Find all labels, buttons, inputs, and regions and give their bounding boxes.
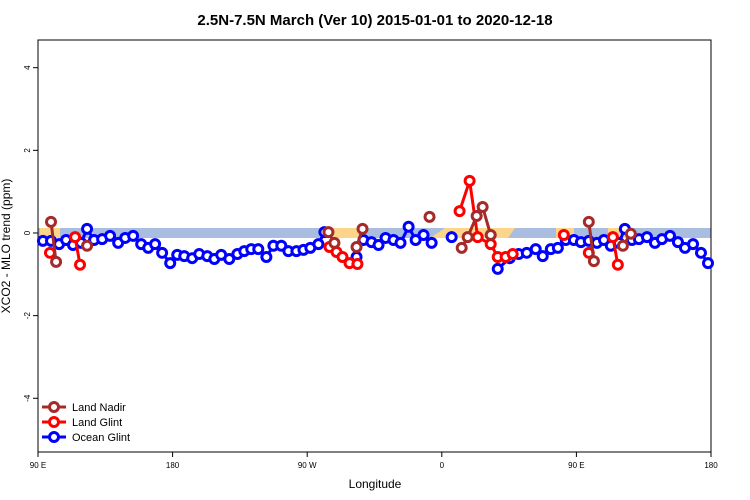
- legend-marker: [48, 416, 60, 428]
- series: [43, 174, 624, 271]
- legend-marker: [48, 431, 60, 443]
- data-point: [409, 234, 422, 247]
- data-point: [455, 241, 468, 254]
- data-point: [664, 229, 677, 242]
- data-point: [453, 205, 466, 218]
- x-tick-label: 90 W: [298, 461, 317, 470]
- y-tick-label: 4: [23, 65, 32, 70]
- data-point: [69, 231, 82, 244]
- data-point: [606, 231, 619, 244]
- data-point: [551, 241, 564, 254]
- data-point: [50, 255, 63, 268]
- data-point: [312, 238, 325, 251]
- data-point: [402, 220, 415, 233]
- data-point: [687, 238, 700, 251]
- legend-marker: [48, 401, 60, 413]
- series: [45, 200, 637, 268]
- data-point: [149, 238, 162, 251]
- y-tick-label: 0: [23, 230, 32, 235]
- data-point: [45, 215, 58, 228]
- data-point: [156, 246, 169, 259]
- y-tick-label: -4: [23, 394, 32, 402]
- data-point: [417, 229, 430, 242]
- data-point: [616, 239, 629, 252]
- x-tick-label: 180: [166, 461, 180, 470]
- x-tick-label: 90 E: [568, 461, 584, 470]
- y-axis-title: XCO2 - MLO trend (ppm): [0, 179, 13, 314]
- x-tick-label: 0: [440, 461, 445, 470]
- chart-title: 2.5N-7.5N March (Ver 10) 2015-01-01 to 2…: [197, 12, 552, 29]
- data-point: [640, 231, 653, 244]
- data-point: [536, 250, 549, 263]
- data-point: [587, 255, 600, 268]
- band: [38, 228, 711, 238]
- data-point: [74, 258, 87, 271]
- data-point: [694, 246, 707, 259]
- x-tick-label: 180: [704, 461, 718, 470]
- band-patch: [608, 228, 632, 238]
- data-point: [461, 231, 474, 244]
- data-point: [356, 222, 369, 235]
- legend-label: Land Nadir: [72, 402, 126, 414]
- data-point: [484, 229, 497, 242]
- y-tick-label: 2: [23, 148, 32, 153]
- data-point: [104, 229, 117, 242]
- data-point: [164, 257, 177, 270]
- data-point: [328, 236, 341, 249]
- data-point: [529, 243, 542, 256]
- plot-frame: [37, 39, 712, 453]
- legend-label: Land Glint: [72, 417, 122, 429]
- data-point: [223, 253, 236, 266]
- data-point: [252, 243, 265, 256]
- data-point: [425, 236, 438, 249]
- y-tick-label: -2: [23, 312, 32, 320]
- legend-label: Ocean Glint: [72, 432, 130, 444]
- data-point: [81, 222, 94, 235]
- data-point: [582, 215, 595, 228]
- data-point: [702, 257, 715, 270]
- band-patch: [326, 228, 360, 238]
- data-point: [260, 250, 273, 263]
- data-point: [81, 239, 94, 252]
- data-point: [127, 229, 140, 242]
- data-point: [557, 229, 570, 242]
- data-point: [471, 231, 484, 244]
- data-point: [445, 231, 458, 244]
- data-point: [351, 257, 364, 270]
- band-patch: [40, 228, 60, 238]
- data-point: [350, 241, 363, 254]
- series-line: [587, 221, 596, 262]
- data-point: [470, 210, 483, 223]
- data-point: [394, 236, 407, 249]
- data-point: [423, 210, 436, 223]
- data-point: [506, 248, 519, 261]
- x-tick-label: 90 E: [30, 461, 46, 470]
- data-point: [372, 238, 385, 251]
- data-point: [624, 227, 637, 240]
- data-point: [476, 200, 489, 213]
- data-point: [322, 226, 335, 239]
- series-line: [49, 221, 58, 263]
- data-point: [463, 174, 476, 187]
- data-point: [336, 250, 349, 263]
- data-point: [491, 262, 504, 275]
- x-axis-title: Longitude: [349, 477, 402, 491]
- data-point: [611, 258, 624, 271]
